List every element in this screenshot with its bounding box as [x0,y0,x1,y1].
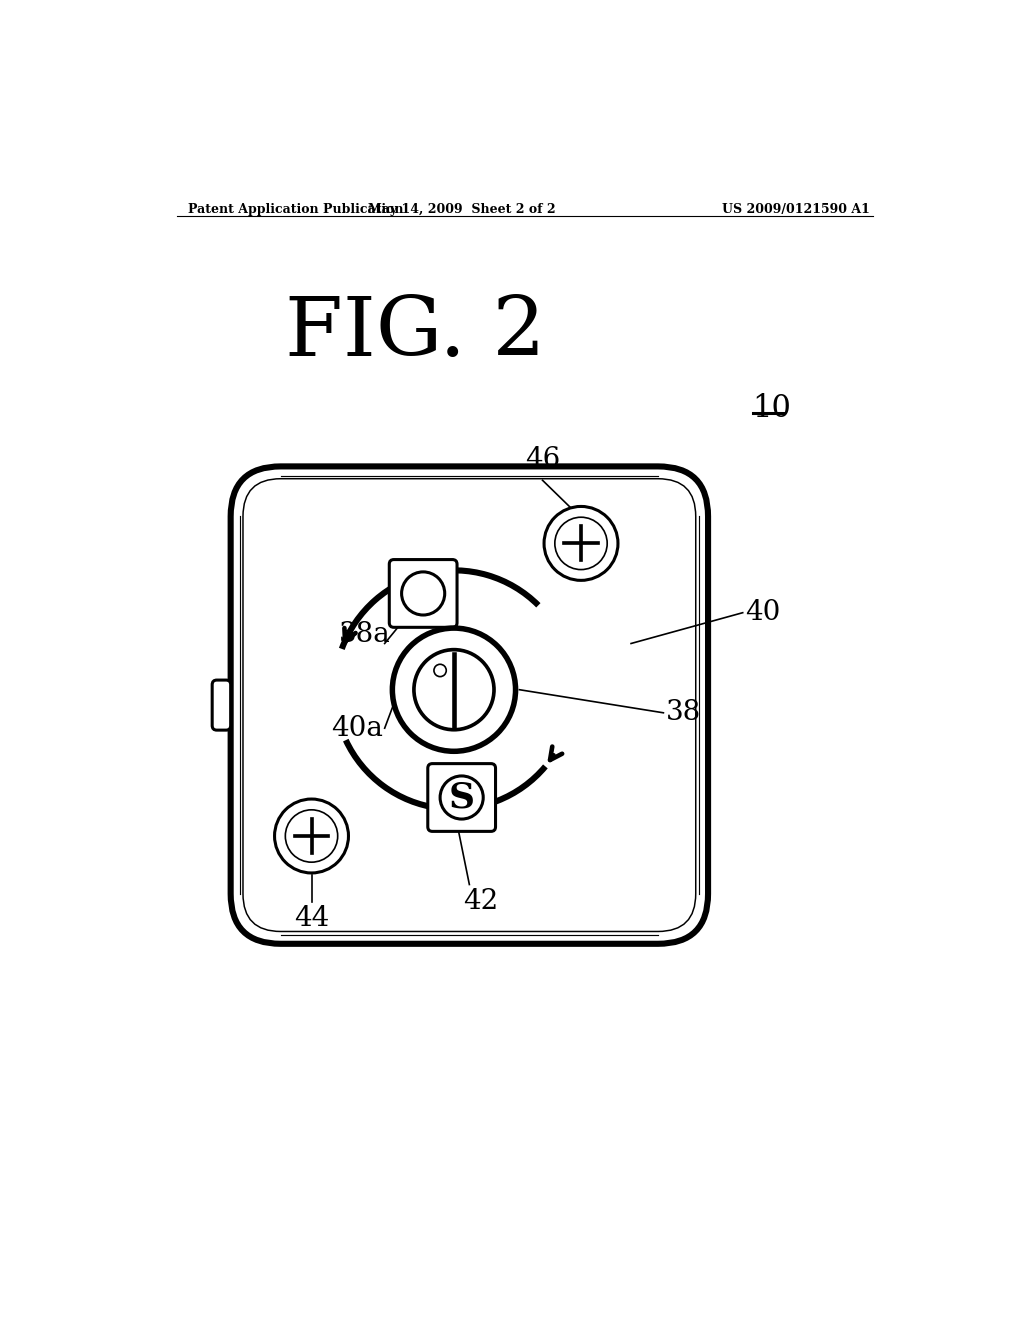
FancyBboxPatch shape [230,466,708,944]
Circle shape [392,628,515,751]
Circle shape [434,664,446,677]
Text: 38a: 38a [339,620,390,648]
Text: 42: 42 [463,888,499,915]
FancyBboxPatch shape [212,680,230,730]
FancyBboxPatch shape [389,560,457,627]
Circle shape [286,810,338,862]
Text: 40a: 40a [331,714,383,742]
Circle shape [274,799,348,873]
Text: 38: 38 [666,700,701,726]
Text: 10: 10 [753,393,792,424]
FancyBboxPatch shape [428,763,496,832]
Text: May 14, 2009  Sheet 2 of 2: May 14, 2009 Sheet 2 of 2 [368,203,555,216]
Text: 46: 46 [525,446,560,473]
Text: FIG. 2: FIG. 2 [286,293,546,374]
Circle shape [401,572,444,615]
Circle shape [440,776,483,818]
Text: US 2009/0121590 A1: US 2009/0121590 A1 [722,203,869,216]
Text: 40: 40 [745,599,780,626]
Circle shape [555,517,607,570]
Circle shape [544,507,617,581]
Text: 44: 44 [294,906,329,932]
Text: Patent Application Publication: Patent Application Publication [188,203,403,216]
Circle shape [414,649,494,730]
Text: S: S [449,780,475,814]
